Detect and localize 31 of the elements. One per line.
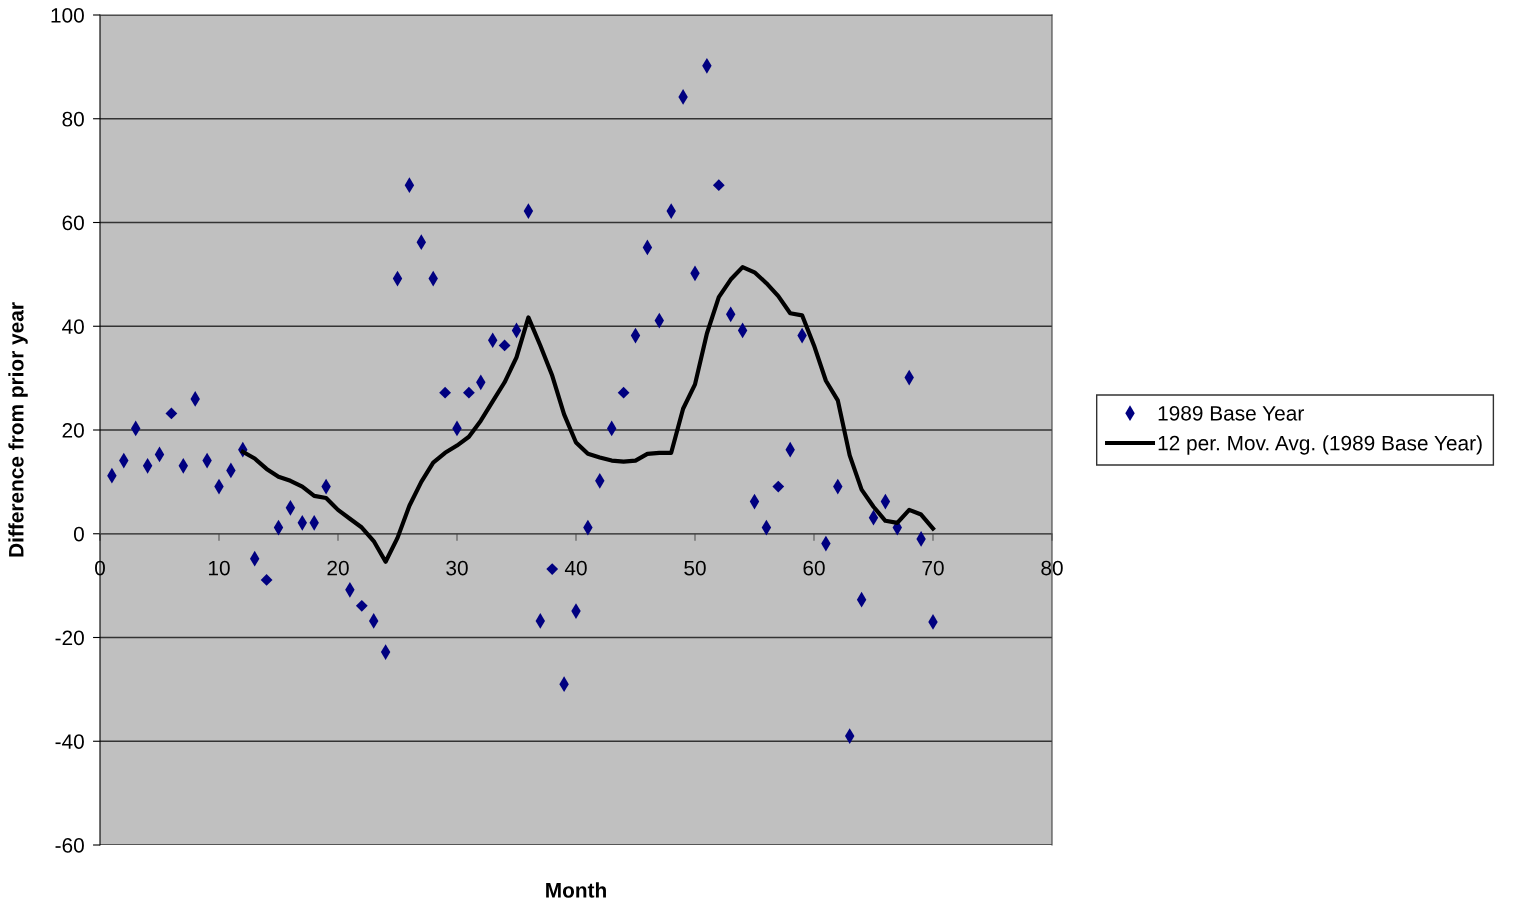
point [546, 563, 559, 575]
y-tick-label: -20 [55, 630, 84, 646]
y-tick-label: 60 [62, 215, 84, 231]
point [617, 386, 630, 399]
point [772, 480, 785, 493]
x-tick-label: 30 [446, 560, 468, 576]
y-tick-label: -40 [55, 734, 84, 749]
x-tick-label: 20 [327, 560, 349, 576]
y-axis-title: Difference from prior year [8, 302, 28, 557]
y-tick-label: 100 [51, 8, 84, 23]
x-tick-label: 10 [209, 560, 230, 576]
x-tick-label: 80 [1041, 560, 1063, 576]
point [712, 179, 725, 192]
y-tick-label: 0 [73, 526, 84, 542]
y-tick-label: 80 [62, 111, 84, 127]
x-axis-title: Month [546, 882, 606, 898]
point [463, 386, 475, 399]
point [355, 599, 368, 612]
x-tick-label: 60 [803, 560, 825, 576]
x-tick-label: 70 [922, 560, 944, 576]
point [260, 574, 273, 586]
y-tick-label: 40 [62, 319, 84, 334]
y-tick-label: -60 [55, 838, 84, 853]
point [498, 339, 511, 352]
y-tick-label: 20 [62, 423, 84, 438]
x-tick-label: 50 [684, 560, 706, 576]
x-tick-label: 40 [564, 560, 587, 576]
point [439, 386, 451, 399]
point [165, 407, 178, 420]
legend-label: 12 per. Mov. Avg. (1989 Base Year) [1158, 435, 1482, 455]
legend-label: 1989 Base Year [1158, 405, 1304, 421]
